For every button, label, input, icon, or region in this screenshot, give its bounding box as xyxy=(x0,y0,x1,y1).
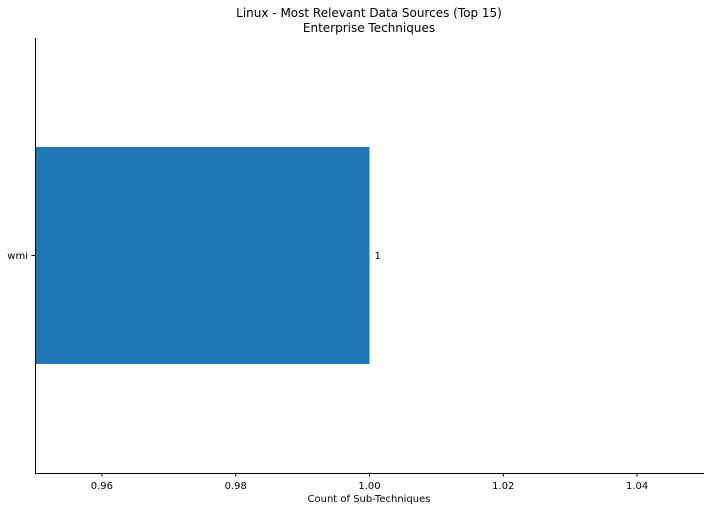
chart-title: Linux - Most Relevant Data Sources (Top … xyxy=(236,6,502,20)
bar-value-label: 1 xyxy=(375,251,381,262)
x-tick-label: 1.04 xyxy=(626,481,648,492)
bars-group xyxy=(35,147,370,364)
bar-labels-group: 1 xyxy=(375,251,381,262)
x-tick-label: 0.96 xyxy=(91,481,113,492)
chart-subtitle: Enterprise Techniques xyxy=(303,21,435,35)
x-tick-label: 1.00 xyxy=(358,481,380,492)
y-category-labels: wmi xyxy=(7,251,35,262)
x-ticks-group: 0.96 0.98 1.00 1.02 1.04 xyxy=(91,473,648,492)
x-tick-label: 0.98 xyxy=(225,481,247,492)
x-tick-label: 1.02 xyxy=(492,481,514,492)
bar xyxy=(35,147,370,364)
x-axis-label: Count of Sub-Techniques xyxy=(308,494,431,505)
y-category-label: wmi xyxy=(7,251,28,262)
